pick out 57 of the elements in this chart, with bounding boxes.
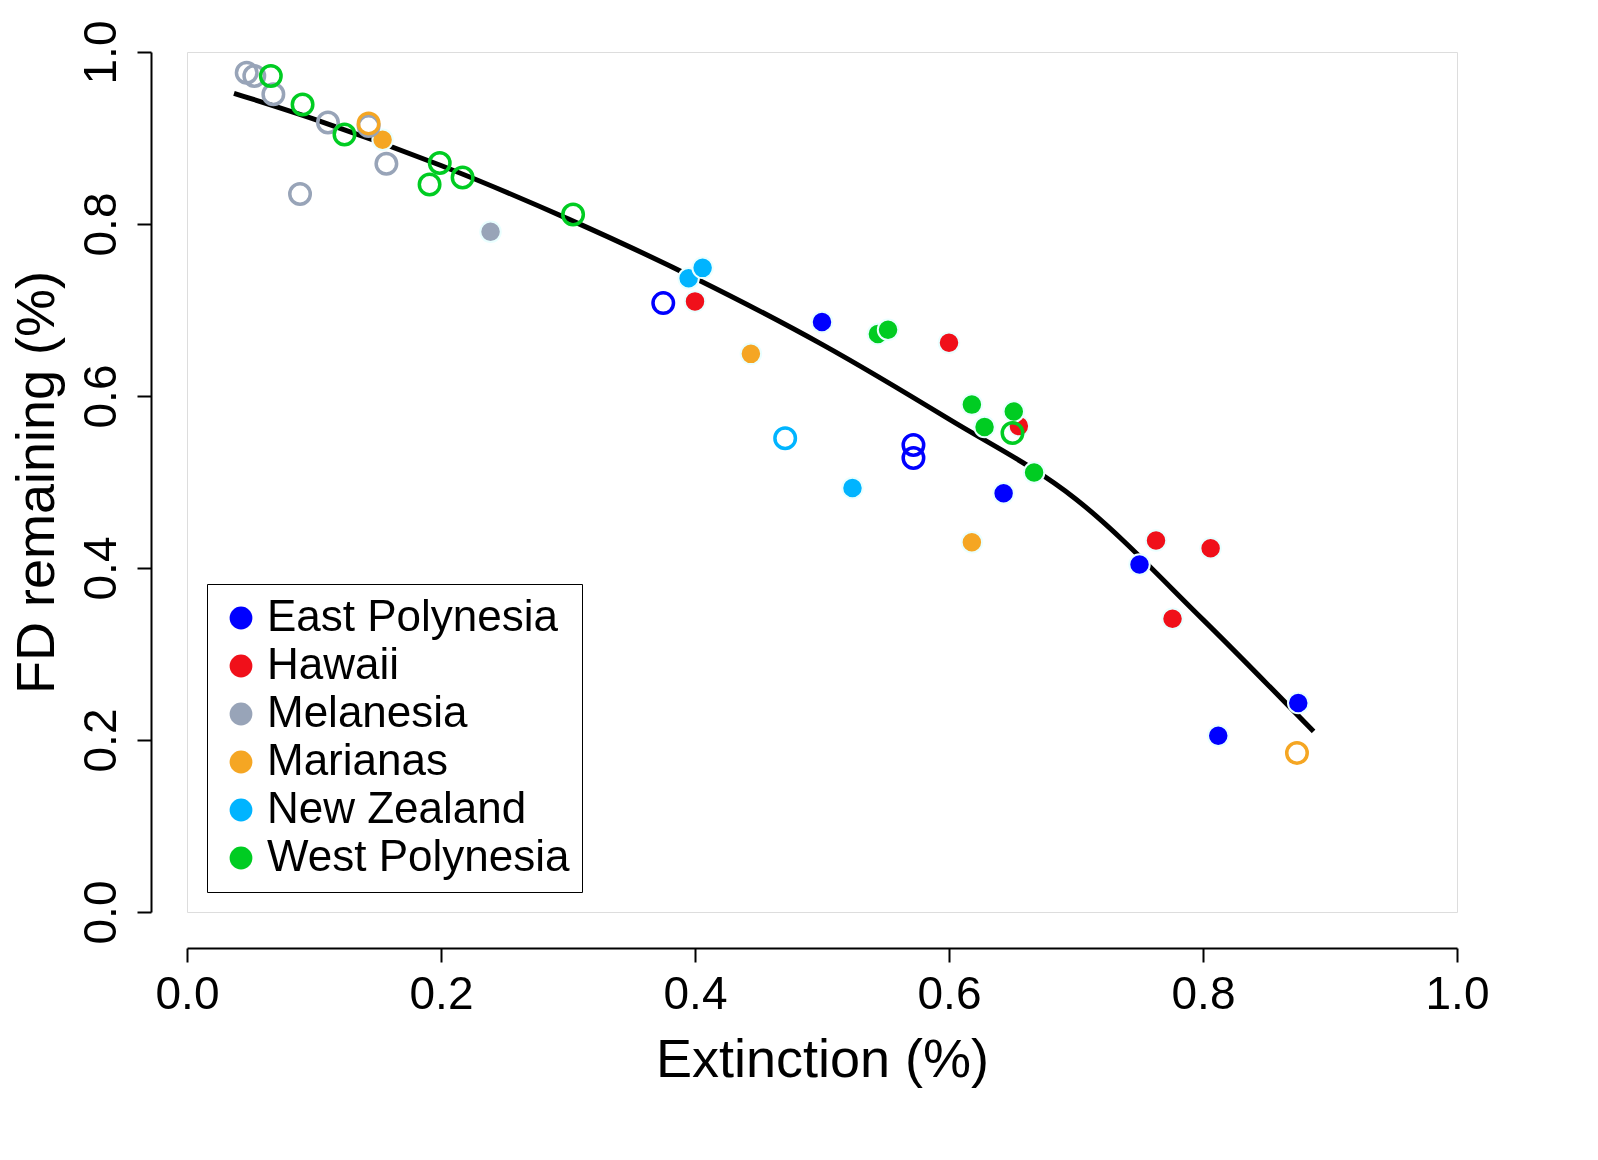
point xyxy=(651,291,676,316)
point xyxy=(960,530,984,554)
point xyxy=(810,310,834,334)
point xyxy=(739,342,763,366)
point xyxy=(773,426,798,451)
legend-label: Melanesia xyxy=(267,687,469,736)
point xyxy=(288,181,313,206)
point xyxy=(1144,529,1168,552)
x-tick-label: 1.0 xyxy=(1425,966,1490,1019)
point xyxy=(450,165,475,190)
point xyxy=(1000,421,1025,445)
point xyxy=(960,393,984,416)
point xyxy=(901,433,926,457)
y-axis-title: FD remaining (%) xyxy=(4,270,65,695)
legend-label: Marianas xyxy=(267,735,448,784)
point xyxy=(876,318,900,342)
y-tick-label: 0.4 xyxy=(73,536,126,601)
point xyxy=(371,128,394,151)
point xyxy=(1128,553,1151,576)
x-tick-label: 0.0 xyxy=(155,966,220,1019)
point xyxy=(290,92,315,117)
y-tick-label: 0.0 xyxy=(73,880,126,945)
point xyxy=(1284,740,1309,765)
point xyxy=(937,331,961,354)
point xyxy=(691,256,714,280)
x-tick-label: 0.8 xyxy=(1171,966,1236,1019)
x-tick-label: 0.2 xyxy=(409,966,474,1019)
point xyxy=(1002,400,1026,423)
point xyxy=(1022,461,1046,484)
x-axis-title: Extinction (%) xyxy=(655,1027,990,1088)
point xyxy=(841,476,864,500)
point xyxy=(258,64,283,89)
legend-label: Hawaii xyxy=(267,639,400,688)
point xyxy=(683,290,707,313)
legend-label: New Zealand xyxy=(267,783,527,832)
y-tick-label: 0.6 xyxy=(73,364,126,429)
point xyxy=(901,445,926,470)
legend-label: East Polynesia xyxy=(267,591,559,640)
point xyxy=(1161,607,1184,630)
point xyxy=(374,151,399,176)
point xyxy=(1199,536,1222,560)
point xyxy=(427,150,452,175)
y-tick-label: 1.0 xyxy=(73,20,126,85)
x-tick-label: 0.4 xyxy=(663,966,728,1019)
point xyxy=(417,172,442,197)
point xyxy=(992,481,1015,505)
y-tick-label: 0.2 xyxy=(73,708,126,773)
y-tick-label: 0.8 xyxy=(73,192,126,257)
point xyxy=(479,220,502,243)
point xyxy=(234,60,259,85)
point xyxy=(561,202,586,227)
point xyxy=(973,415,996,439)
point xyxy=(1206,724,1230,747)
point xyxy=(332,122,357,147)
legend-label: West Polynesia xyxy=(267,831,570,880)
point xyxy=(1287,691,1310,715)
x-tick-label: 0.6 xyxy=(917,966,982,1019)
